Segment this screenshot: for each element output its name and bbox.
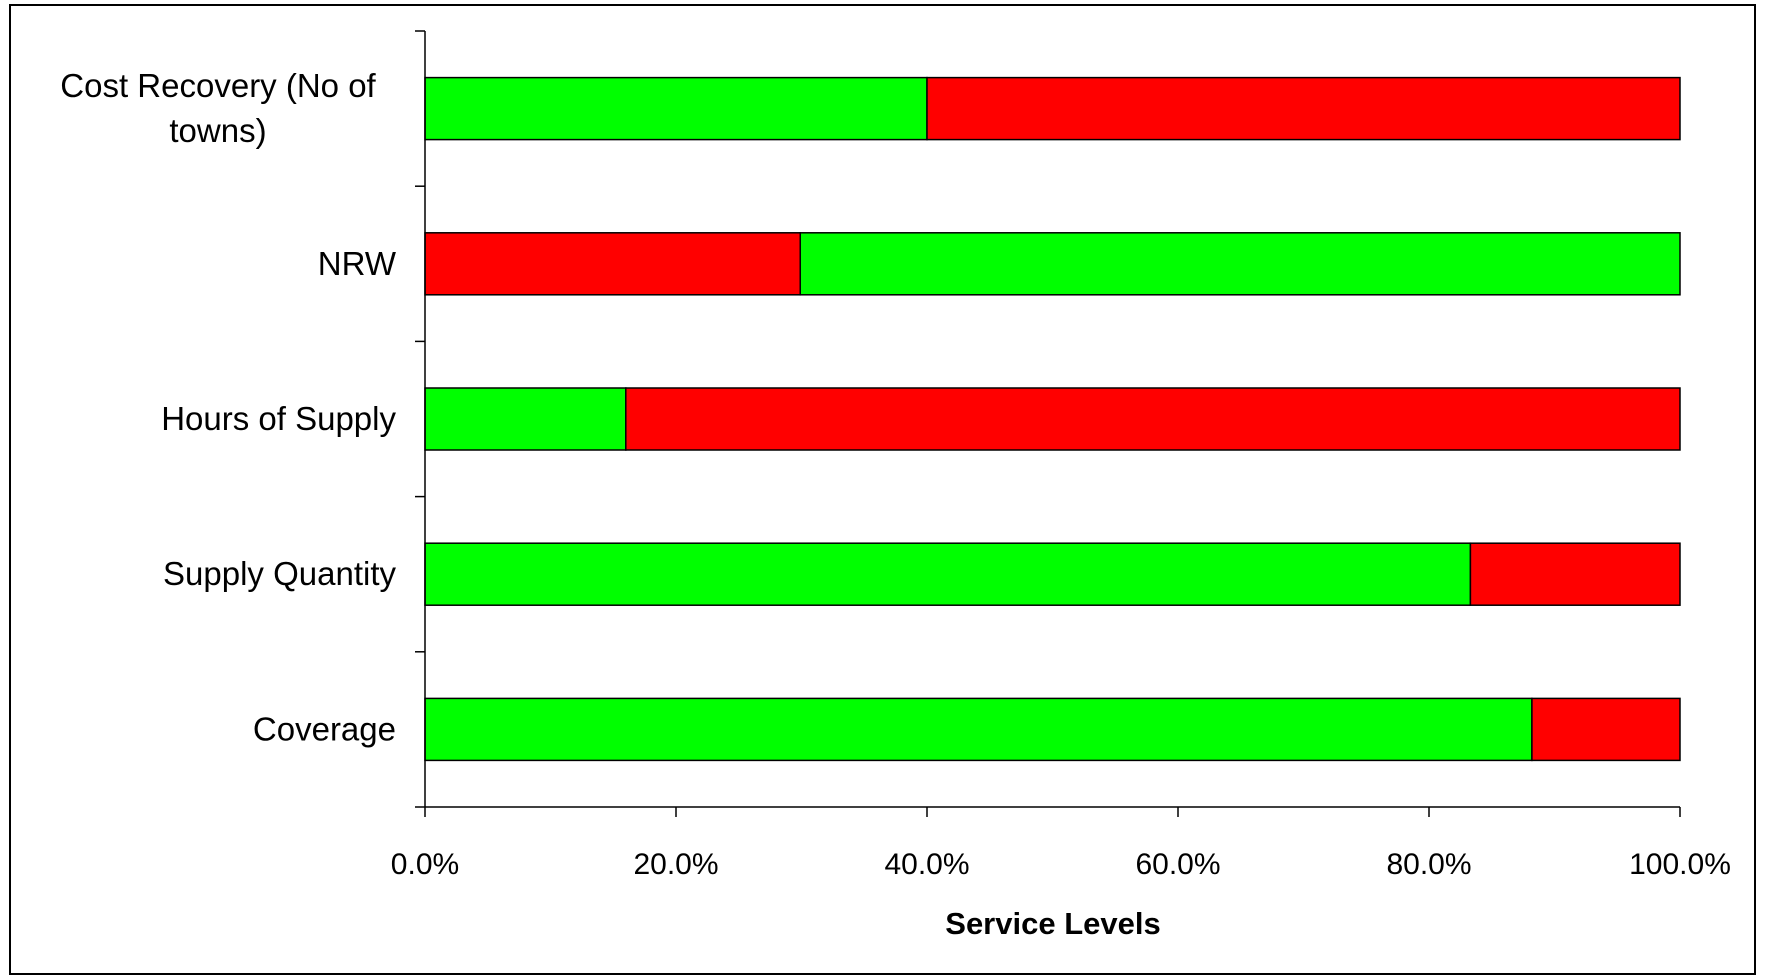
x-tick-label: 100.0%	[1629, 848, 1731, 881]
bar-segment	[424, 232, 801, 296]
x-axis-ticks: 0.0% 20.0% 40.0% 60.0% 80.0% 100.0%	[391, 807, 1731, 881]
category-label: Hours of Supply	[161, 400, 396, 437]
x-tick-label: 0.0%	[391, 848, 459, 881]
x-tick-label: 20.0%	[633, 848, 718, 881]
category-label: Coverage	[253, 710, 396, 747]
category-label: Supply Quantity	[163, 555, 396, 592]
x-tick-label: 40.0%	[884, 848, 969, 881]
bar-segment	[1531, 697, 1681, 762]
x-tick-label: 60.0%	[1135, 848, 1220, 881]
bars-group	[424, 76, 1681, 762]
bar-segment	[424, 387, 627, 451]
x-axis-title: Service Levels	[945, 906, 1160, 941]
bar-segment	[799, 232, 1681, 296]
bar-segment	[1469, 542, 1681, 606]
bar-segment	[625, 387, 1681, 451]
bar-segment	[424, 76, 928, 141]
category-labels: Cost Recovery (No of towns) NRW Hours of Su…	[60, 67, 397, 747]
category-label: NRW	[318, 245, 397, 282]
x-tick-label: 80.0%	[1386, 848, 1471, 881]
chart-frame	[9, 4, 1756, 975]
category-label: Cost Recovery (No of towns)	[60, 67, 376, 149]
bar-segment	[424, 542, 1472, 606]
y-axis-ticks	[415, 30, 425, 808]
bar-segment	[424, 697, 1533, 762]
bar-segment	[926, 76, 1681, 141]
